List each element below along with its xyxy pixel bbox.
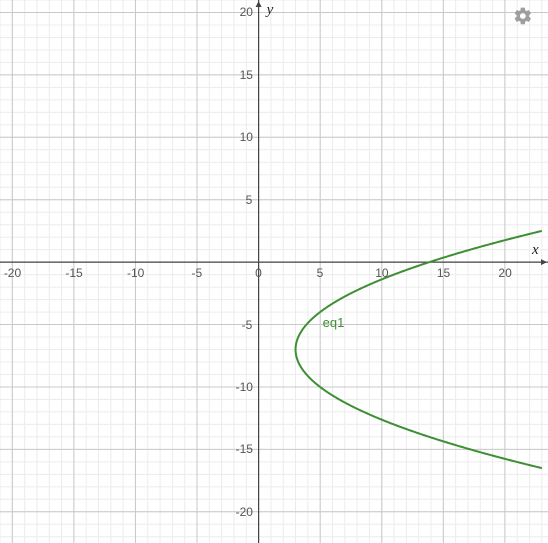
tick-label: 5 bbox=[317, 266, 324, 280]
tick-label: -5 bbox=[192, 266, 203, 280]
y-axis-label: y bbox=[267, 2, 274, 19]
tick-label: -15 bbox=[65, 266, 82, 280]
tick-label: -10 bbox=[127, 266, 144, 280]
tick-label: 15 bbox=[437, 266, 450, 280]
tick-label: 20 bbox=[240, 5, 253, 19]
tick-label: 10 bbox=[240, 130, 253, 144]
tick-label: -20 bbox=[4, 266, 21, 280]
tick-label: 15 bbox=[240, 68, 253, 82]
coordinate-plane[interactable]: x y eq1 -20 -15 -10 -5 0 5 10 15 20 -20 -15 -10 -5 5 1… bbox=[0, 0, 548, 543]
tick-label: 20 bbox=[498, 266, 511, 280]
tick-label: -10 bbox=[236, 380, 253, 394]
x-axis-label: x bbox=[532, 242, 539, 259]
tick-label: 10 bbox=[375, 266, 388, 280]
tick-label: 5 bbox=[246, 193, 253, 207]
tick-label: 0 bbox=[255, 266, 262, 280]
tick-label: -15 bbox=[236, 442, 253, 456]
curve-label-eq1: eq1 bbox=[323, 315, 345, 330]
tick-label: -20 bbox=[236, 505, 253, 519]
tick-label: -5 bbox=[242, 318, 253, 332]
